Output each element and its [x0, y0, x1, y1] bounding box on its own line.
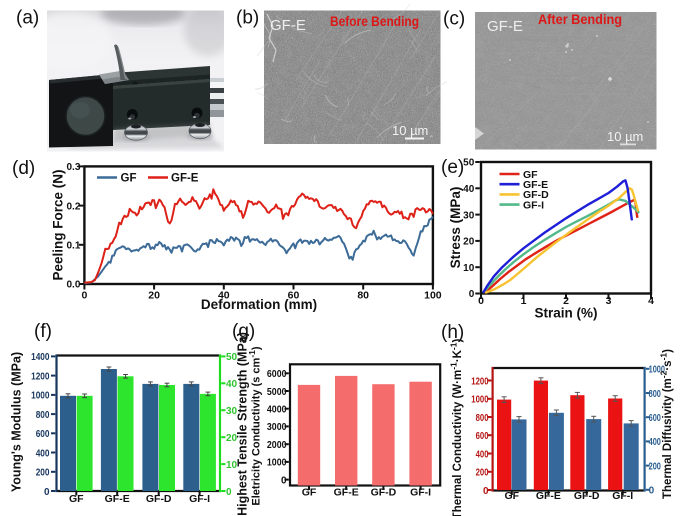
- svg-text:0: 0: [281, 475, 287, 486]
- svg-text:1000: 1000: [649, 365, 666, 376]
- svg-text:0: 0: [81, 290, 87, 302]
- svg-text:10: 10: [226, 460, 238, 471]
- svg-text:GF-E: GF-E: [334, 487, 359, 499]
- svg-text:1000: 1000: [31, 391, 50, 402]
- svg-text:30: 30: [463, 210, 475, 221]
- svg-text:0.0: 0.0: [66, 280, 80, 291]
- svg-text:4000: 4000: [267, 405, 287, 416]
- svg-text:20: 20: [226, 433, 238, 444]
- svg-text:10 µm: 10 µm: [607, 129, 643, 144]
- svg-text:(c): (c): [443, 9, 465, 30]
- svg-text:Thermal Conductivity (W·m-1·K-: Thermal Conductivity (W·m-1·K-1): [449, 339, 465, 516]
- svg-text:Eletricity Conductivity (s cm-: Eletricity Conductivity (s cm-1): [247, 346, 263, 506]
- svg-text:6000: 6000: [267, 369, 287, 380]
- svg-text:0.3: 0.3: [66, 162, 80, 173]
- svg-text:GF-E: GF-E: [523, 179, 548, 191]
- svg-text:400: 400: [36, 448, 50, 459]
- svg-text:GF-E: GF-E: [487, 18, 523, 35]
- svg-text:GF-I: GF-I: [189, 493, 210, 505]
- svg-text:(b): (b): [236, 8, 259, 29]
- svg-text:20: 20: [463, 237, 475, 248]
- svg-text:Young's Modulus (MPa): Young's Modulus (MPa): [10, 352, 24, 492]
- svg-text:GF: GF: [121, 173, 137, 185]
- svg-text:20: 20: [148, 290, 160, 302]
- svg-text:0: 0: [483, 486, 489, 497]
- svg-text:400: 400: [649, 437, 662, 448]
- svg-text:(h): (h): [441, 322, 464, 343]
- svg-text:GF-E: GF-E: [536, 490, 561, 502]
- svg-text:Strain (%): Strain (%): [534, 306, 597, 321]
- svg-text:0: 0: [478, 295, 484, 307]
- svg-text:GF-E: GF-E: [105, 493, 130, 505]
- svg-text:3000: 3000: [267, 422, 287, 433]
- svg-text:0.1: 0.1: [66, 241, 80, 252]
- svg-text:GF: GF: [69, 493, 84, 505]
- svg-text:5000: 5000: [267, 387, 287, 398]
- svg-text:600: 600: [476, 431, 489, 442]
- svg-text:After Bending: After Bending: [538, 12, 622, 27]
- svg-text:0.2: 0.2: [66, 201, 80, 212]
- svg-text:0: 0: [44, 487, 50, 498]
- svg-text:(g): (g): [232, 321, 255, 342]
- svg-text:GF: GF: [523, 169, 538, 181]
- svg-text:1400: 1400: [31, 352, 50, 363]
- svg-text:GF: GF: [505, 490, 520, 502]
- svg-text:200: 200: [649, 461, 662, 472]
- svg-text:50: 50: [226, 352, 238, 363]
- svg-text:30: 30: [226, 406, 238, 417]
- svg-text:10 µm: 10 µm: [392, 123, 428, 138]
- svg-text:1200: 1200: [471, 376, 489, 387]
- svg-text:800: 800: [36, 410, 50, 421]
- svg-text:80: 80: [357, 290, 369, 302]
- svg-text:GF-I: GF-I: [523, 199, 544, 211]
- svg-text:800: 800: [476, 413, 489, 424]
- svg-text:40: 40: [226, 379, 238, 390]
- svg-text:(e): (e): [441, 157, 464, 178]
- svg-text:(d): (d): [12, 158, 35, 179]
- svg-text:200: 200: [36, 468, 50, 479]
- svg-text:400: 400: [476, 449, 489, 460]
- svg-text:(f): (f): [34, 321, 52, 342]
- svg-text:GF-D: GF-D: [523, 189, 549, 201]
- svg-text:GF-E: GF-E: [270, 17, 306, 34]
- svg-text:1: 1: [521, 295, 527, 307]
- svg-text:60: 60: [288, 290, 300, 302]
- svg-text:3: 3: [606, 295, 612, 307]
- svg-text:Thermal Diffusivity (m-2·s-1): Thermal Diffusivity (m-2·s-1): [659, 349, 675, 499]
- svg-text:1200: 1200: [31, 371, 50, 382]
- svg-text:2000: 2000: [267, 440, 287, 451]
- svg-text:2: 2: [563, 295, 569, 307]
- svg-text:GF-E: GF-E: [171, 173, 199, 185]
- svg-text:800: 800: [649, 389, 662, 400]
- svg-text:Highest Tensile Strength (MPa): Highest Tensile Strength (MPa): [236, 332, 250, 516]
- svg-text:GF-D: GF-D: [371, 487, 397, 499]
- svg-text:GF-I: GF-I: [410, 487, 431, 499]
- svg-text:0: 0: [469, 289, 475, 300]
- svg-text:100: 100: [424, 290, 442, 302]
- svg-text:Deformation (mm): Deformation (mm): [201, 297, 317, 312]
- svg-text:40: 40: [218, 290, 230, 302]
- svg-text:0: 0: [649, 486, 655, 497]
- svg-text:600: 600: [649, 413, 662, 424]
- svg-text:(a): (a): [16, 8, 39, 29]
- svg-text:GF-D: GF-D: [146, 493, 172, 505]
- svg-text:0: 0: [226, 487, 232, 498]
- svg-text:Stress (MPa): Stress (MPa): [448, 187, 463, 269]
- svg-text:GF-I: GF-I: [612, 490, 633, 502]
- svg-text:4: 4: [648, 295, 654, 307]
- svg-text:Before Bending: Before Bending: [330, 14, 419, 29]
- svg-text:600: 600: [36, 429, 50, 440]
- svg-text:50: 50: [463, 158, 475, 169]
- svg-text:1000: 1000: [471, 395, 489, 406]
- svg-text:200: 200: [476, 468, 489, 479]
- svg-text:GF-D: GF-D: [574, 490, 600, 502]
- svg-text:40: 40: [463, 184, 475, 195]
- svg-text:Peeling Force (N): Peeling Force (N): [51, 169, 66, 280]
- svg-text:1000: 1000: [267, 458, 287, 469]
- svg-text:10: 10: [463, 263, 475, 274]
- svg-text:GF: GF: [302, 487, 317, 499]
